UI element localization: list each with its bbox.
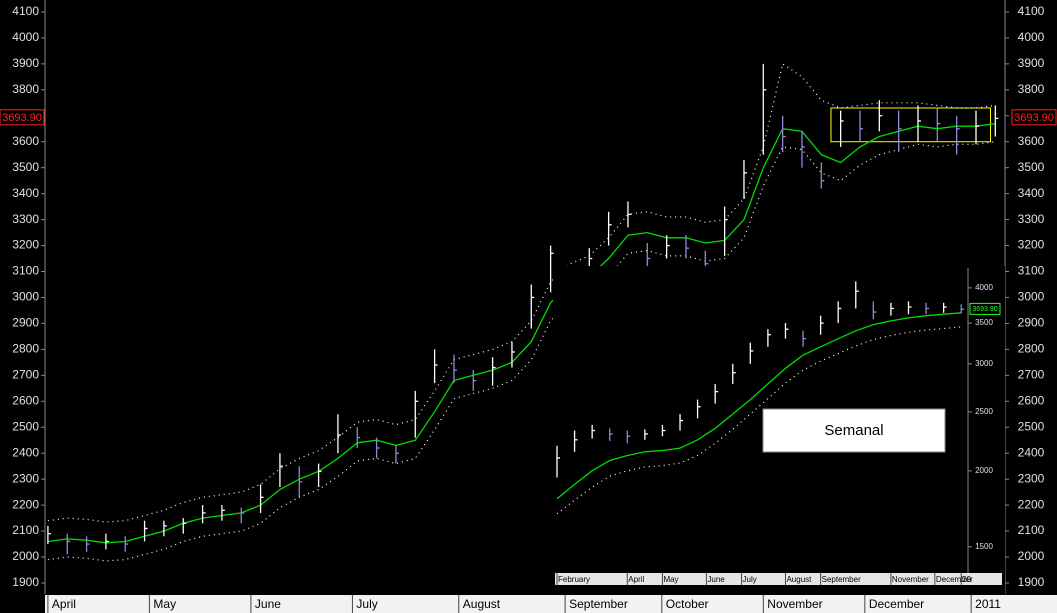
y-tick-label: 3800 bbox=[12, 82, 39, 96]
y-tick-label: 2500 bbox=[1018, 419, 1045, 433]
last-price-label: 3693.90 bbox=[1014, 112, 1054, 124]
label-box bbox=[762, 408, 946, 453]
x-tick-label: September bbox=[822, 575, 861, 584]
y-tick-label: 2100 bbox=[12, 523, 39, 537]
y-tick-label: 2200 bbox=[1018, 497, 1045, 511]
x-tick-label: 2011 bbox=[975, 597, 1001, 611]
y-tick-label: 2700 bbox=[1018, 368, 1045, 382]
y-tick-label: 2800 bbox=[1018, 342, 1045, 356]
y-tick-label: 2300 bbox=[12, 471, 39, 485]
y-tick-label: 1900 bbox=[1018, 575, 1045, 589]
y-tick-label: 3500 bbox=[975, 318, 993, 327]
y-tick-label: 4000 bbox=[1018, 30, 1045, 44]
x-axis-strip bbox=[45, 595, 1057, 613]
envelope-line bbox=[47, 62, 996, 523]
x-tick-label: 20 bbox=[962, 575, 971, 584]
y-tick-label: 2900 bbox=[1018, 316, 1045, 330]
x-tick-label: April bbox=[52, 597, 76, 611]
y-tick-label: 1500 bbox=[975, 542, 993, 551]
y-tick-label: 3900 bbox=[1018, 56, 1045, 70]
last-price-label: 3693.90 bbox=[2, 112, 42, 124]
average-line bbox=[47, 122, 996, 544]
y-tick-label: 3000 bbox=[975, 359, 993, 368]
y-tick-label: 3200 bbox=[1018, 238, 1045, 252]
weekly-inset: 1500 2000 2500 3000 3500 4000 February April May… bbox=[553, 266, 1005, 594]
x-tick-label: December bbox=[936, 575, 973, 584]
y-tick-label: 4000 bbox=[975, 283, 993, 292]
x-tick-label: September bbox=[569, 597, 628, 611]
y-tick-label: 3400 bbox=[1018, 186, 1045, 200]
y-tick-label: 2500 bbox=[975, 407, 993, 416]
y-tick-label: 3600 bbox=[12, 134, 39, 148]
y-tick-label: 4000 bbox=[12, 30, 39, 44]
y-tick-label: 4100 bbox=[1018, 4, 1045, 18]
y-tick-label: 3200 bbox=[12, 238, 39, 252]
y-tick-label: 3900 bbox=[12, 56, 39, 70]
y-tick-label: 3400 bbox=[12, 186, 39, 200]
last-price-box bbox=[969, 302, 1001, 315]
y-tick-label: 2700 bbox=[12, 368, 39, 382]
y-tick-label: 3100 bbox=[12, 264, 39, 278]
x-tick-label: July bbox=[743, 575, 757, 584]
y-tick-label: 3600 bbox=[1018, 134, 1045, 148]
y-tick-label: 2600 bbox=[1018, 393, 1045, 407]
x-tick-label: February bbox=[558, 575, 590, 584]
last-price-box bbox=[0, 109, 45, 126]
y-tick-label: 2900 bbox=[12, 316, 39, 330]
x-tick-label: May bbox=[663, 575, 678, 584]
y-tick-label: 2000 bbox=[975, 466, 993, 475]
y-tick-label: 3800 bbox=[1018, 82, 1045, 96]
x-tick-label: August bbox=[463, 597, 501, 611]
y-tick-label: 3000 bbox=[12, 290, 39, 304]
x-tick-label: October bbox=[666, 597, 709, 611]
x-tick-label: July bbox=[356, 597, 377, 611]
last-price-box bbox=[1011, 109, 1057, 126]
x-tick-label: August bbox=[786, 575, 812, 584]
y-tick-label: 2600 bbox=[12, 393, 39, 407]
x-tick-label: June bbox=[707, 575, 725, 584]
y-tick-label: 2000 bbox=[12, 549, 39, 563]
x-tick-label: June bbox=[255, 597, 281, 611]
x-tick-label: May bbox=[153, 597, 176, 611]
y-tick-label: 3500 bbox=[1018, 160, 1045, 174]
y-tick-label: 2200 bbox=[12, 497, 39, 511]
x-tick-label: November bbox=[767, 597, 822, 611]
y-tick-label: 2800 bbox=[12, 342, 39, 356]
inset-label: Semanal bbox=[824, 422, 883, 439]
y-tick-label: 3100 bbox=[1018, 264, 1045, 278]
y-tick-label: 2400 bbox=[1018, 445, 1045, 459]
y-tick-label: 1900 bbox=[12, 575, 39, 589]
y-tick-label: 3300 bbox=[12, 212, 39, 226]
y-tick-label: 3000 bbox=[1018, 290, 1045, 304]
x-tick-label: November bbox=[892, 575, 929, 584]
y-tick-label: 2000 bbox=[1018, 549, 1045, 563]
y-tick-label: 2100 bbox=[1018, 523, 1045, 537]
x-tick-label: December bbox=[869, 597, 924, 611]
average-line bbox=[556, 312, 962, 500]
y-tick-label: 3300 bbox=[1018, 212, 1045, 226]
y-tick-label: 2400 bbox=[12, 445, 39, 459]
y-tick-label: 2500 bbox=[12, 419, 39, 433]
y-tick-label: 4100 bbox=[12, 4, 39, 18]
x-tick-label: April bbox=[628, 575, 644, 584]
inset-x-strip bbox=[555, 573, 1002, 585]
y-tick-label: 2300 bbox=[1018, 471, 1045, 485]
envelope-line bbox=[47, 141, 996, 562]
envelope-line bbox=[556, 326, 962, 515]
last-price-label: 3693.90 bbox=[972, 306, 997, 313]
y-tick-label: 3500 bbox=[12, 160, 39, 174]
